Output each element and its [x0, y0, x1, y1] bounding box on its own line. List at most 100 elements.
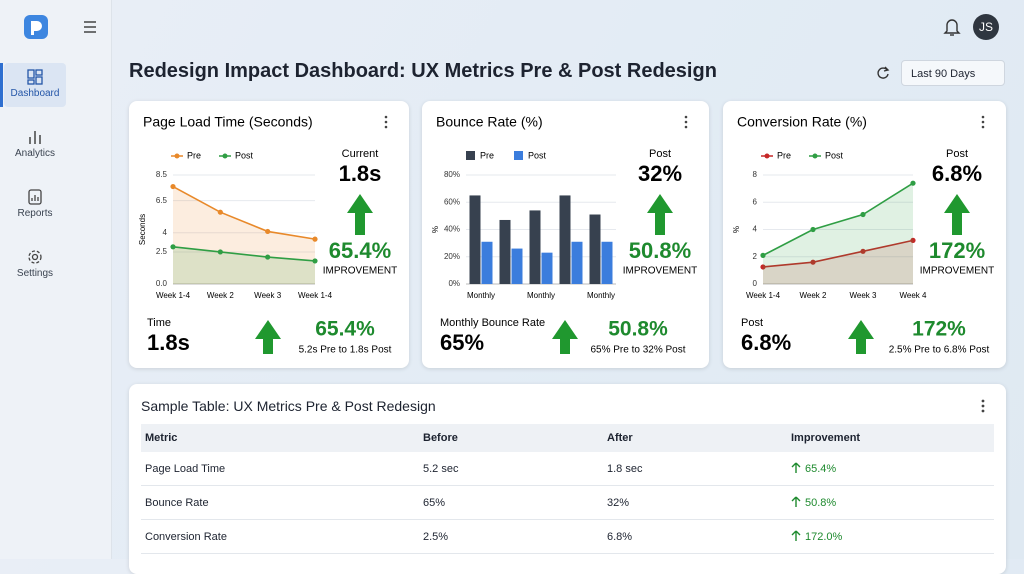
legend-dot	[222, 153, 228, 159]
nav-reports[interactable]: Reports	[4, 183, 66, 227]
kpi-label: Post	[649, 148, 671, 160]
bar	[571, 241, 583, 284]
date-range-select[interactable]: Last 90 Days	[901, 60, 1005, 86]
kebab-dot	[384, 115, 388, 119]
x-tick-label: Week 2	[207, 291, 235, 300]
legend-swatch	[514, 151, 523, 160]
table-cell: 1.8 sec	[603, 452, 787, 486]
x-tick-label: Week 3	[254, 291, 282, 300]
kpi-improvement: 50.8%	[629, 238, 691, 263]
table-cell: 32%	[603, 485, 787, 520]
sidebar: Dashboard Analytics Reports Settings	[0, 0, 112, 559]
kebab-dot	[981, 115, 985, 119]
up-arrow	[552, 320, 578, 354]
up-arrow	[944, 194, 970, 235]
kpi-improvement: 172%	[929, 238, 985, 263]
kebab-dot	[684, 125, 688, 129]
point	[760, 264, 766, 270]
kpi-improvement: 65.4%	[329, 238, 391, 263]
table-row: Conversion Rate 2.5% 6.8% 172.0%	[141, 519, 994, 554]
kpi-caption: IMPROVEMENT	[323, 266, 397, 277]
y-tick-label: 8.5	[156, 170, 168, 179]
area	[173, 246, 315, 284]
table-title: Sample Table: UX Metrics Pre & Post Rede…	[141, 398, 436, 414]
point	[860, 211, 866, 218]
point	[810, 226, 816, 233]
line	[762, 239, 914, 268]
bar	[511, 248, 523, 284]
area	[763, 240, 913, 284]
topbar: JS	[877, 14, 999, 79]
legend-label: Post	[528, 150, 547, 160]
point	[265, 228, 271, 235]
card-chart: Bounce Rate (%) 0% 20% 40% 60% 80%% Pre Post Mon…	[431, 114, 697, 356]
x-tick-label: Week 4	[900, 291, 928, 300]
nav-dashboard[interactable]: Dashboard	[4, 63, 66, 107]
table-card: Sample Table: UX Metrics Pre & Post Rede…	[129, 384, 1006, 574]
card-chart: Page Load Time (Seconds) 0.0 2.5 4 6.5 8.5 Sec…	[138, 114, 397, 356]
bell-button[interactable]	[943, 19, 961, 36]
up-arrow-icon	[791, 530, 801, 541]
table-cell: 50.8%	[787, 485, 994, 520]
kpi-value: 32%	[638, 161, 682, 186]
column-header: Improvement	[787, 424, 994, 452]
menu-button[interactable]	[84, 21, 96, 33]
x-tick-label: Week 2	[800, 291, 828, 300]
table-body: Page Load Time 5.2 sec 1.8 sec 65.4% Bounce …	[141, 452, 994, 554]
x-tick-label: Week 3	[850, 291, 878, 300]
kebab-dot	[981, 125, 985, 129]
legend-dot	[764, 153, 770, 159]
kebab-dot	[384, 125, 388, 129]
arrow-shape	[791, 462, 801, 473]
footer-label: Post	[741, 317, 763, 329]
footer-caption: 5.2s Pre to 1.8s Post	[299, 345, 392, 356]
card: Bounce Rate (%) 0% 20% 40% 60% 80%% Pre Post Mon…	[422, 101, 709, 368]
line	[172, 185, 316, 240]
footer-value: 1.8s	[147, 330, 190, 355]
refresh-button[interactable]	[877, 66, 890, 79]
table-cell: Conversion Rate	[141, 519, 419, 554]
y-tick-label: 40%	[444, 225, 460, 234]
legend-label: Post	[235, 150, 254, 160]
page-title: Redesign Impact Dashboard: UX Metrics Pr…	[129, 60, 717, 82]
cell-text: 65%	[423, 496, 446, 509]
y-tick-label: 4	[163, 228, 168, 237]
cell-text: 5.2 sec	[423, 462, 459, 475]
bar	[481, 241, 493, 284]
column-header: Metric	[141, 424, 419, 452]
body: Dashboard Analytics Reports Settings JS …	[0, 0, 1024, 559]
bar	[541, 252, 553, 284]
kebab-menu[interactable]	[978, 398, 988, 414]
y-tick-label: 0.0	[156, 279, 168, 288]
nav-settings[interactable]: Settings	[4, 243, 66, 287]
avatar[interactable]	[973, 14, 999, 40]
legend-label: Post	[825, 150, 844, 160]
kebab-dot	[684, 120, 688, 124]
nav-analytics[interactable]: Analytics	[4, 123, 66, 167]
kpi-value: 6.8%	[932, 161, 982, 186]
up-arrow	[255, 320, 281, 354]
nav-label: Analytics	[14, 148, 55, 159]
cell-text: Page Load Time	[145, 462, 226, 475]
footer-caption: 2.5% Pre to 6.8% Post	[889, 345, 990, 356]
y-tick-label: 60%	[444, 197, 460, 206]
y-axis-label: %	[431, 226, 440, 233]
legend-swatch	[466, 151, 475, 160]
point	[312, 258, 318, 264]
x-tick-label: Week 1-4	[298, 291, 333, 300]
card-title: Page Load Time (Seconds)	[143, 114, 313, 130]
table-cell: 172.0%	[787, 519, 994, 554]
y-axis-label: Seconds	[138, 214, 147, 245]
y-tick-label: 0%	[448, 279, 460, 288]
line	[172, 246, 316, 262]
y-tick-label: 6	[753, 197, 758, 206]
footer-caption: 65% Pre to 32% Post	[590, 345, 685, 356]
column-header: After	[603, 424, 787, 452]
up-arrow	[848, 320, 874, 354]
sidebar-top	[24, 15, 96, 39]
footer-value: 6.8%	[741, 330, 791, 355]
card: Conversion Rate (%) 0 2 4 6 8% Pre Post Week 1-4…	[723, 101, 1006, 368]
icon	[28, 189, 42, 205]
nav-label: Dashboard	[10, 88, 60, 99]
table-cell: Bounce Rate	[141, 485, 419, 520]
